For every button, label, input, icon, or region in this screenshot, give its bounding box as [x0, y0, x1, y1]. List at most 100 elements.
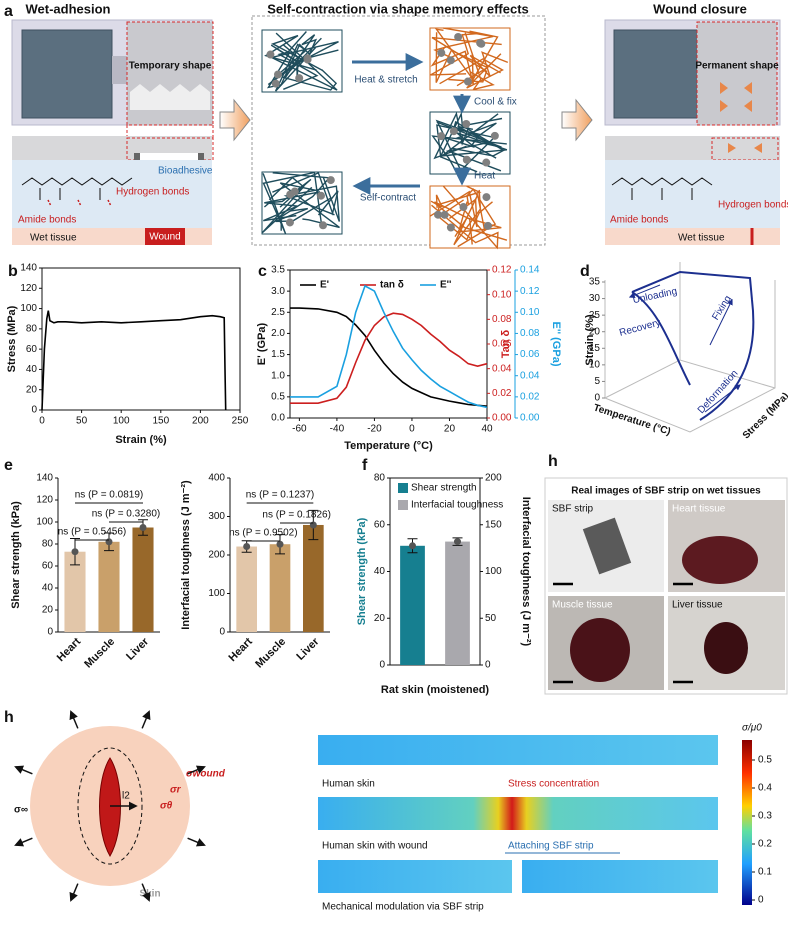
section-title: Wound closure — [653, 1, 747, 16]
scale-bars — [553, 582, 693, 684]
network-chain — [464, 32, 495, 91]
crosslink — [326, 176, 335, 185]
section-title: Wet-adhesion — [26, 1, 111, 16]
crosslink — [285, 218, 294, 227]
colorbar — [742, 740, 752, 905]
far-field-arrow — [141, 883, 151, 902]
path-arrow — [709, 298, 733, 346]
y2-tick-label: 150 — [485, 519, 502, 530]
crosslink — [482, 158, 491, 167]
y2-tick-label: 0.04 — [492, 363, 512, 374]
crosslink — [434, 210, 443, 219]
cycle-curve — [631, 291, 691, 386]
teeth — [130, 84, 210, 110]
legend-label: Shear strength — [411, 483, 477, 494]
gap — [140, 153, 198, 160]
box-label: Temporary shape — [129, 61, 212, 72]
y2-tick-label: 100 — [485, 566, 502, 577]
step-label: Cool & fix — [474, 97, 517, 108]
colorbar-tick-label: 0.3 — [758, 811, 772, 822]
y3-tick-label: 0.12 — [520, 286, 540, 297]
y3-tick-label: 0.04 — [520, 370, 540, 381]
crosslink — [286, 190, 295, 199]
axis-label: Strain (%) — [584, 314, 596, 366]
network-chain — [279, 182, 340, 229]
callout: Stress concentration — [508, 779, 599, 790]
strip-wound — [512, 797, 718, 830]
annotation: Recovery — [618, 317, 662, 339]
y2-tick-label: 0.00 — [492, 413, 512, 424]
x-tick-label: 0 — [409, 424, 415, 435]
far-field-arrow — [187, 765, 206, 775]
bar — [269, 544, 291, 632]
y-axis-label: E' (GPa) — [256, 322, 268, 365]
category-label: Liver — [124, 635, 152, 663]
mean-dot — [71, 548, 79, 556]
y-tick-label: 3.0 — [271, 286, 285, 297]
bar — [236, 546, 257, 632]
data-line — [41, 310, 227, 411]
crosslink — [449, 127, 458, 136]
length-label: l2 — [122, 791, 130, 802]
far-field-arrow — [14, 765, 33, 775]
y2-axis-label: Tan δ — [500, 329, 512, 358]
path-arrow — [628, 284, 661, 299]
y2-tick-label: 0 — [485, 660, 491, 671]
panel-label: b — [8, 263, 18, 280]
network-chain — [273, 43, 317, 92]
y-tick-label: 100 — [208, 588, 225, 599]
y-tick-label: 40 — [26, 364, 38, 375]
layer-label: Bioadhesive — [158, 166, 213, 177]
wound — [145, 228, 185, 245]
y-tick-label: 1.0 — [271, 370, 285, 381]
layer-label: Wet tissue — [30, 233, 77, 244]
significance-label: ns (P = 0.1826) — [262, 510, 330, 521]
mean-dot — [243, 543, 251, 551]
crosslink — [437, 132, 446, 141]
bond-label: Hydrogen bonds — [718, 200, 788, 211]
wound-shape — [99, 757, 121, 857]
tissue-layer — [605, 228, 780, 245]
x-tick-label: 150 — [152, 416, 169, 427]
adhesive-square — [613, 29, 705, 119]
legend-label: tan δ — [380, 280, 404, 291]
y3-tick-label: 0.02 — [520, 391, 540, 402]
block — [198, 153, 204, 160]
far-field-arrow — [141, 710, 151, 729]
contraction-arrows — [720, 82, 752, 112]
x-tick-label: -40 — [330, 424, 345, 435]
y-tick-label: 1.5 — [271, 349, 285, 360]
y-tick-label: 0 — [47, 627, 53, 638]
side-chains — [39, 188, 101, 200]
significance-label: ns (P = 0.3280) — [92, 509, 160, 520]
network-chain — [453, 189, 486, 246]
annotation: Fixing — [710, 294, 733, 322]
y-tick-label: 20 — [42, 605, 54, 616]
strip-intact — [318, 735, 718, 765]
significance-label: ns (P = 0.9502) — [229, 528, 297, 539]
network-chain — [435, 194, 443, 212]
y2-tick-label: 0.08 — [492, 314, 512, 325]
z-tick-label: 25 — [589, 310, 601, 321]
network-chain — [436, 121, 502, 148]
legend-swatch — [398, 483, 408, 493]
x-axis-label: Strain (%) — [115, 434, 167, 446]
photo-label: Liver tissue — [672, 600, 723, 611]
y-tick-label: 200 — [208, 550, 225, 561]
y2-tick-label: 0.12 — [492, 265, 512, 276]
panel-label: e — [4, 457, 13, 474]
bar — [98, 541, 120, 632]
y-tick-label: 400 — [208, 473, 225, 484]
photo-label: SBF strip — [552, 504, 594, 515]
crosslink — [490, 131, 499, 140]
connector — [112, 56, 128, 84]
crosslink — [266, 50, 275, 59]
path-arrow — [704, 384, 741, 413]
network-chain — [263, 178, 312, 208]
x-axis-label: Temperature (°C) — [344, 440, 433, 452]
step-label: Self-contract — [360, 193, 416, 204]
panel-label: f — [362, 457, 368, 474]
z-tick-label: 15 — [589, 343, 601, 354]
